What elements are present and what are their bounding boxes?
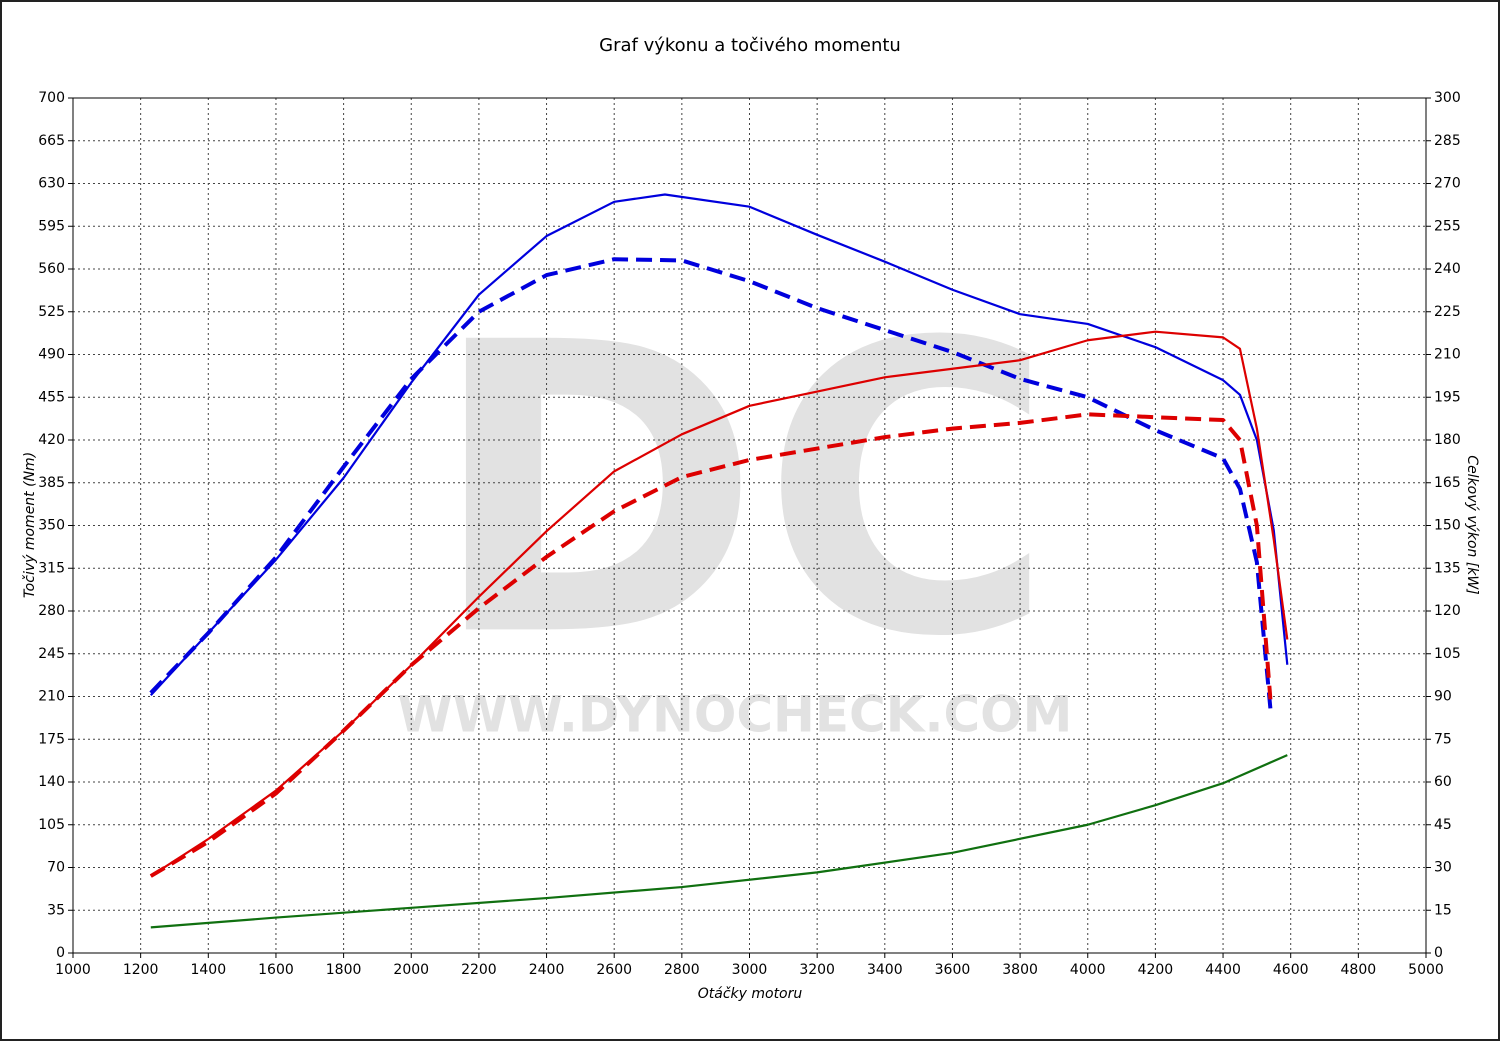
y2-tick-label: 210	[1434, 347, 1461, 363]
y-tick-label: 560	[38, 261, 65, 277]
watermark: DC	[429, 259, 1055, 724]
y2-tick-label: 270	[1434, 176, 1461, 192]
x-tick-label: 2000	[393, 962, 429, 978]
y-tick-label: 455	[38, 389, 65, 405]
x-tick-label: 4000	[1070, 962, 1106, 978]
y2-tick-label: 30	[1434, 860, 1452, 876]
series-line	[149, 412, 1273, 878]
y2-tick-label: 135	[1434, 560, 1461, 576]
x-tick-label: 2800	[664, 962, 700, 978]
x-tick-label: 4200	[1138, 962, 1174, 978]
series-line	[150, 754, 1288, 929]
y-tick-label: 210	[38, 689, 65, 705]
y2-tick-label: 255	[1434, 218, 1461, 234]
y2-tick-label: 75	[1434, 731, 1452, 747]
series-line	[149, 193, 1289, 697]
y2-tick-label: 45	[1434, 817, 1452, 833]
y-tick-label: 350	[38, 518, 65, 534]
chart-title: Graf výkonu a točivého momentu	[599, 35, 901, 56]
plot-border	[72, 97, 1427, 954]
y-tick-label: 0	[56, 945, 65, 961]
x-tick-label: 1000	[55, 962, 91, 978]
y-tick-label: 140	[38, 774, 65, 790]
x-tick-label: 4400	[1205, 962, 1241, 978]
y-tick-label: 70	[47, 860, 65, 876]
x-tick-label: 3000	[732, 962, 768, 978]
y2-tick-label: 225	[1434, 304, 1461, 320]
x-tick-label: 5000	[1408, 962, 1444, 978]
x-tick-label: 3400	[867, 962, 903, 978]
y-tick-label: 420	[38, 432, 65, 448]
y-tick-label: 385	[38, 475, 65, 491]
y2-tick-label: 150	[1434, 518, 1461, 534]
y-tick-label: 315	[38, 560, 65, 576]
y-axis-label: Točivý moment (Nm)	[22, 452, 38, 598]
y-tick-label: 175	[38, 731, 65, 747]
x-tick-label: 1800	[326, 962, 362, 978]
y-tick-label: 700	[38, 90, 65, 106]
y-tick-label: 490	[38, 347, 65, 363]
x-tick-label: 1400	[190, 962, 226, 978]
series-line	[149, 257, 1273, 709]
watermark-url: WWW.DYNOCHECK.COM	[398, 686, 1073, 744]
x-tick-label: 1200	[123, 962, 159, 978]
x-tick-label: 3800	[1002, 962, 1038, 978]
y2-tick-label: 180	[1434, 432, 1461, 448]
y-tick-label: 245	[38, 646, 65, 662]
y2-tick-label: 195	[1434, 389, 1461, 405]
y2-tick-label: 15	[1434, 902, 1452, 918]
y-tick-label: 630	[38, 176, 65, 192]
y2-tick-label: 300	[1434, 90, 1461, 106]
y-tick-label: 595	[38, 218, 65, 234]
y2-tick-label: 0	[1434, 945, 1443, 961]
y2-tick-label: 285	[1434, 133, 1461, 149]
y-tick-label: 665	[38, 133, 65, 149]
y2-tick-label: 165	[1434, 475, 1461, 491]
x-tick-label: 1600	[258, 962, 294, 978]
x-tick-label: 2200	[461, 962, 497, 978]
x-axis-label: Otáčky motoru	[698, 986, 803, 1002]
y-tick-label: 105	[38, 817, 65, 833]
x-tick-label: 4800	[1341, 962, 1377, 978]
y2-tick-label: 105	[1434, 646, 1461, 662]
x-tick-label: 4600	[1273, 962, 1309, 978]
x-tick-label: 3600	[935, 962, 971, 978]
x-tick-label: 2400	[529, 962, 565, 978]
x-tick-label: 2600	[596, 962, 632, 978]
y2-tick-label: 90	[1434, 689, 1452, 705]
y2-tick-label: 240	[1434, 261, 1461, 277]
y-tick-label: 525	[38, 304, 65, 320]
y2-tick-label: 120	[1434, 603, 1461, 619]
y2-axis-label: Celkový výkon [kW]	[1464, 455, 1480, 594]
y-tick-label: 280	[38, 603, 65, 619]
y2-tick-label: 60	[1434, 774, 1452, 790]
x-tick-label: 3200	[799, 962, 835, 978]
y-tick-label: 35	[47, 902, 65, 918]
